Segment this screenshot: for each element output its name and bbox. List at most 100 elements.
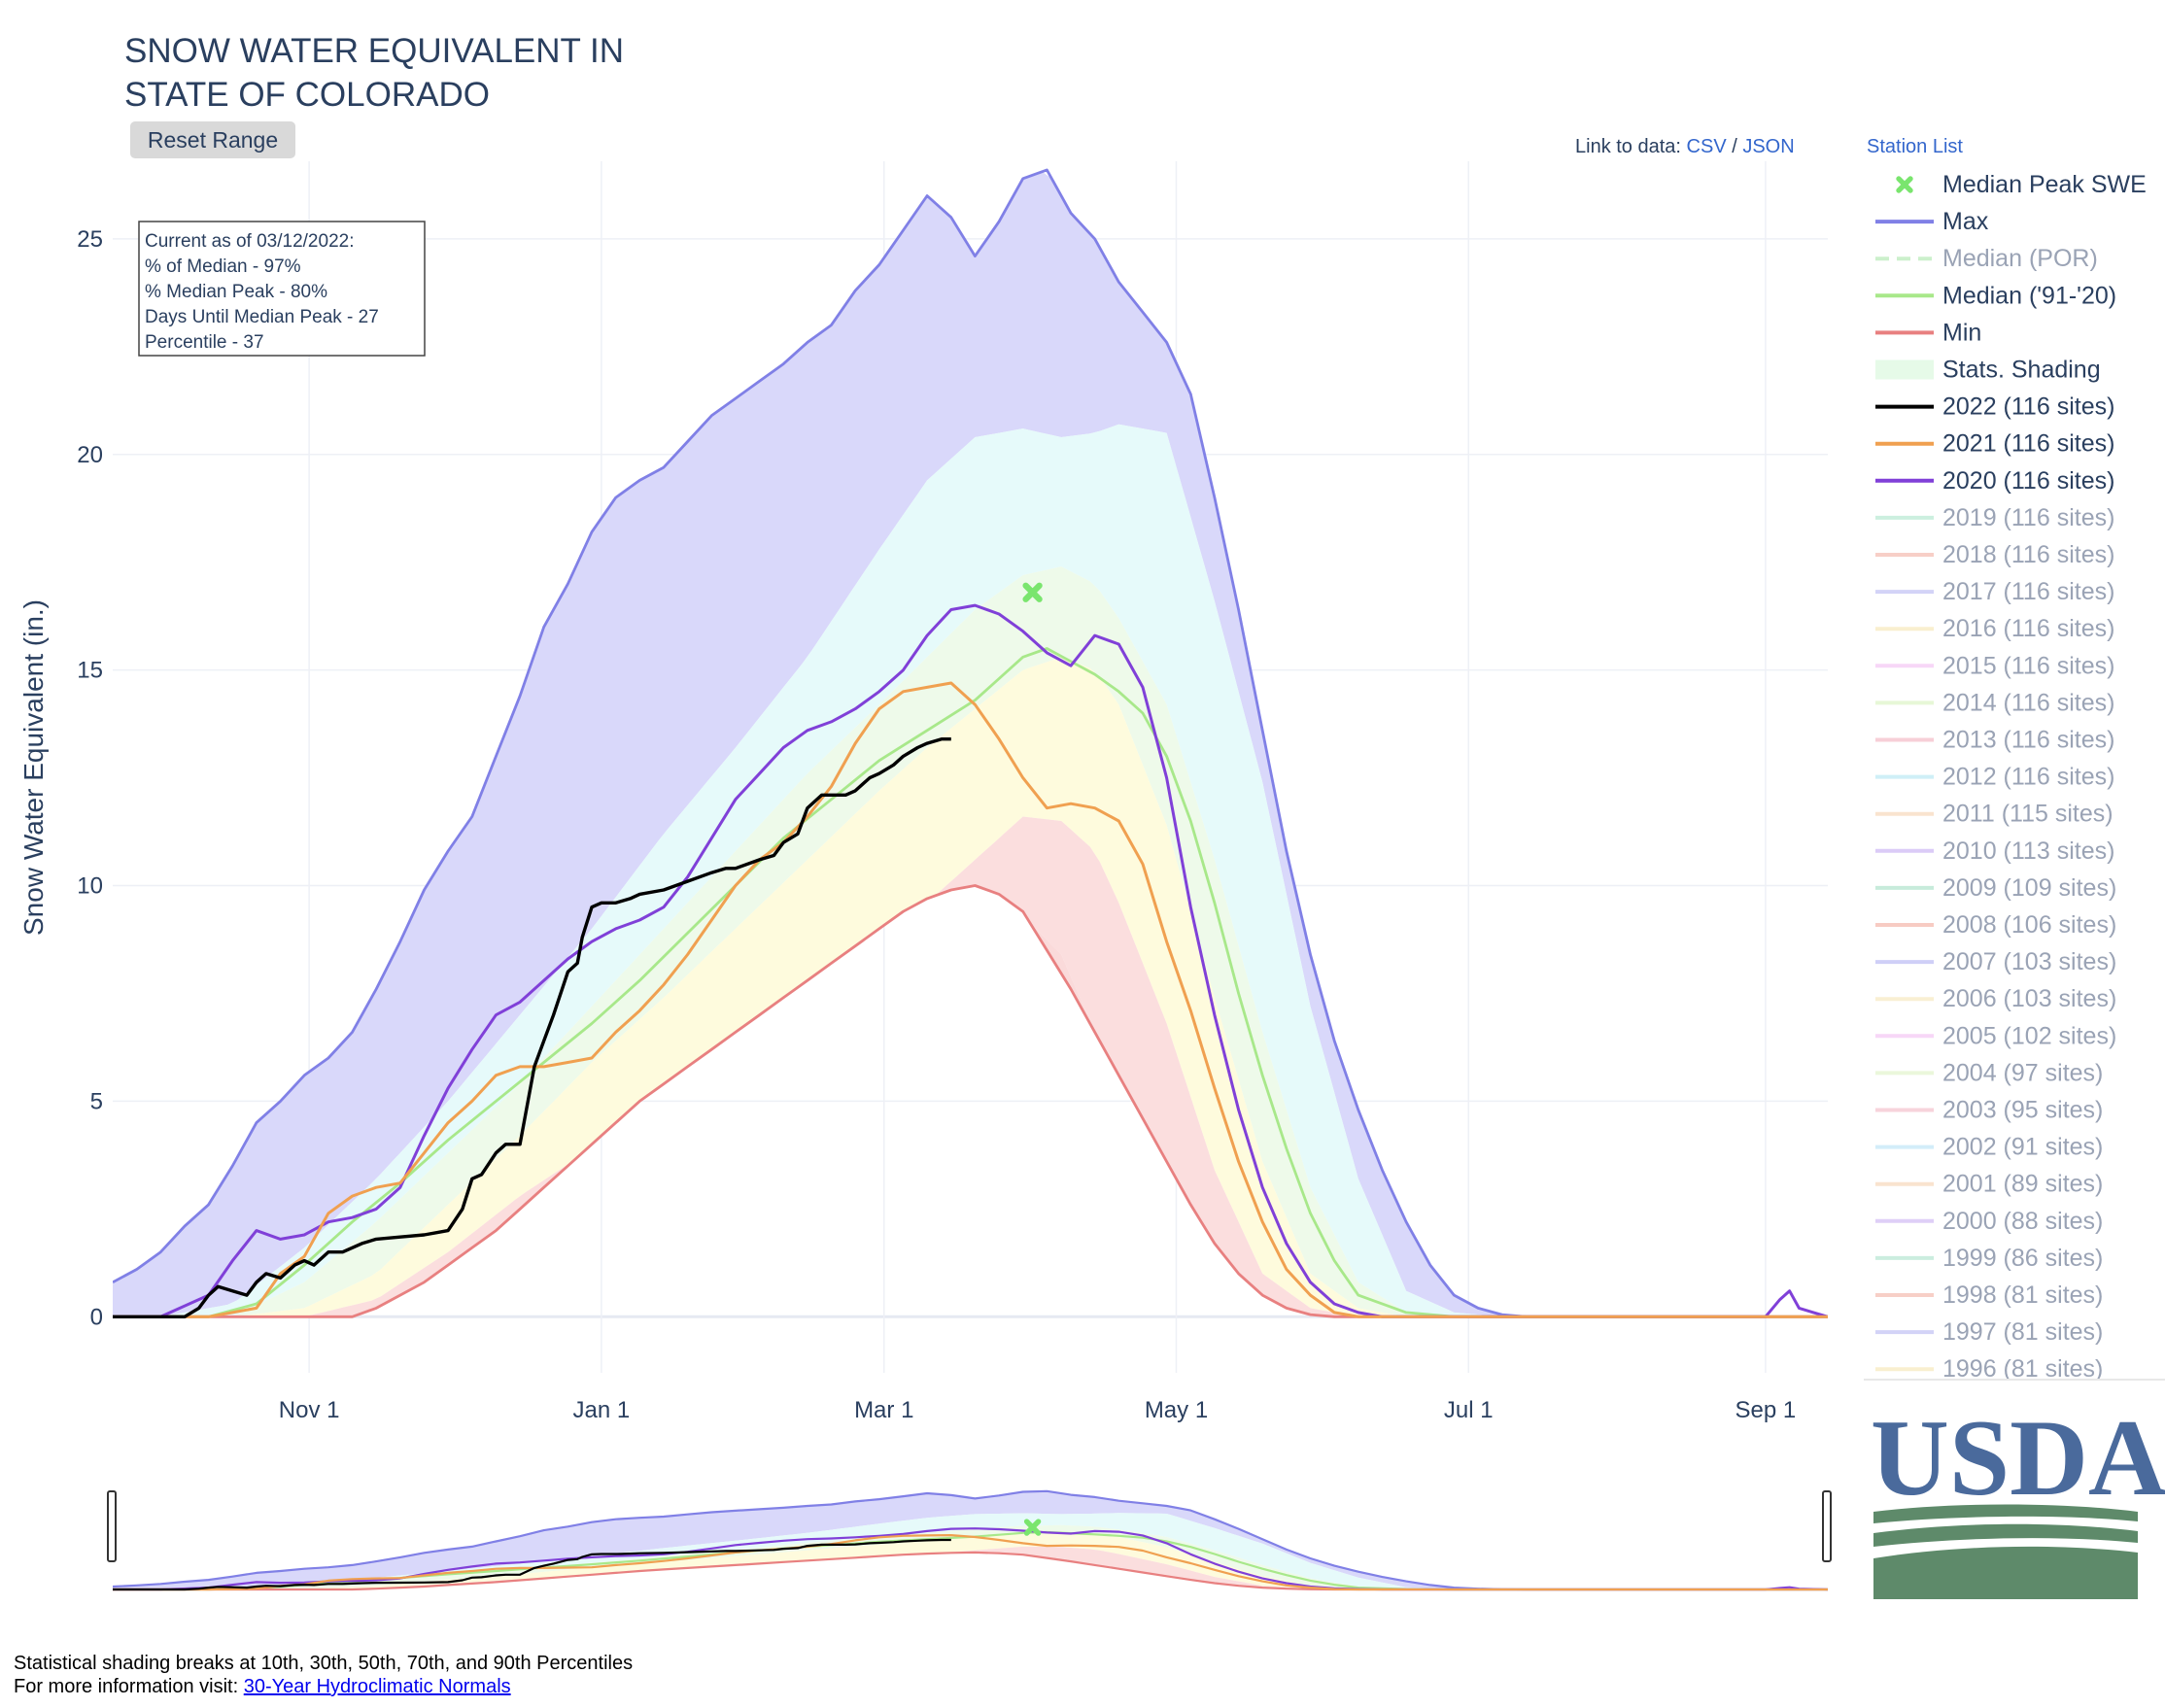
usda-logo-field bbox=[1873, 1546, 2138, 1599]
range-slider-left-handle[interactable] bbox=[107, 1490, 117, 1562]
legend-item[interactable]: Min bbox=[1875, 319, 1981, 346]
y-axis-label: Snow Water Equivalent (in.) bbox=[18, 599, 49, 936]
csv-link[interactable]: CSV bbox=[1687, 136, 1728, 157]
x-tick-label: Mar 1 bbox=[854, 1397, 913, 1423]
legend-label: 2018 (116 sites) bbox=[1942, 541, 2114, 568]
legend-item[interactable]: 2010 (113 sites) bbox=[1875, 837, 2114, 865]
legend-item[interactable]: 2022 (116 sites) bbox=[1875, 393, 2114, 421]
legend-item[interactable]: 2012 (116 sites) bbox=[1875, 764, 2114, 791]
legend-item[interactable]: Median Peak SWE bbox=[1896, 171, 2147, 198]
legend-item[interactable]: 2020 (116 sites) bbox=[1875, 467, 2114, 495]
legend-item[interactable]: 1999 (86 sites) bbox=[1875, 1245, 2103, 1272]
series-2022-116-sites-slider bbox=[113, 1538, 951, 1591]
legend-item[interactable]: 2015 (116 sites) bbox=[1875, 652, 2114, 679]
legend-item[interactable]: 1998 (81 sites) bbox=[1875, 1281, 2103, 1309]
legend-item[interactable]: 2021 (116 sites) bbox=[1875, 430, 2114, 458]
link-separator: / bbox=[1727, 136, 1743, 157]
y-tick-label: 5 bbox=[90, 1088, 103, 1114]
legend-item[interactable]: 2005 (102 sites) bbox=[1875, 1022, 2116, 1049]
legend-item[interactable]: 2004 (97 sites) bbox=[1875, 1059, 2103, 1086]
normals-link[interactable]: 30-Year Hydroclimatic Normals bbox=[244, 1676, 511, 1697]
legend-label: 1996 (81 sites) bbox=[1942, 1355, 2103, 1383]
legend-item[interactable]: 2019 (116 sites) bbox=[1875, 504, 2114, 531]
legend-item[interactable]: 2017 (116 sites) bbox=[1875, 578, 2114, 605]
legend-item[interactable]: 2000 (88 sites) bbox=[1875, 1208, 2103, 1235]
legend-label: Median ('91-'20) bbox=[1942, 282, 2116, 309]
legend-label: Min bbox=[1942, 319, 1981, 346]
series-max bbox=[113, 168, 1828, 1318]
band-30-50-slider bbox=[113, 1532, 1828, 1589]
legend-label: 2002 (91 sites) bbox=[1942, 1134, 2103, 1161]
series-2021-116-sites bbox=[113, 681, 1828, 1318]
legend-item[interactable]: Max bbox=[1875, 208, 1989, 235]
legend-item[interactable]: Median ('91-'20) bbox=[1875, 282, 2116, 309]
y-axis-ticks: 0 5 10 15 20 25 bbox=[77, 226, 103, 1330]
legend-label: 2019 (116 sites) bbox=[1942, 504, 2114, 531]
y-tick-label: 0 bbox=[90, 1304, 103, 1330]
legend-item[interactable]: 2007 (103 sites) bbox=[1875, 948, 2116, 975]
y-tick-label: 20 bbox=[77, 442, 103, 468]
reset-range-button[interactable]: Reset Range bbox=[130, 121, 295, 158]
series-median-91-20 bbox=[113, 647, 1828, 1318]
series-min bbox=[113, 884, 1828, 1318]
x-tick-label: Nov 1 bbox=[279, 1397, 340, 1423]
legend-label: Median (POR) bbox=[1942, 245, 2098, 272]
legend-item[interactable]: 2013 (116 sites) bbox=[1875, 727, 2114, 754]
json-link[interactable]: JSON bbox=[1742, 136, 1794, 157]
legend-item[interactable]: 2001 (89 sites) bbox=[1875, 1171, 2103, 1198]
chart-title-line-1: SNOW WATER EQUIVALENT IN bbox=[124, 32, 624, 70]
median-peak-marker-group bbox=[1022, 582, 1043, 602]
chart-title-line-2: STATE OF COLORADO bbox=[124, 76, 490, 114]
range-slider-lines bbox=[113, 1489, 1828, 1591]
legend-label: 2008 (106 sites) bbox=[1942, 911, 2116, 939]
legend-item[interactable]: 2006 (103 sites) bbox=[1875, 985, 2116, 1012]
series-max-slider bbox=[113, 1489, 1828, 1591]
legend-label: 2005 (102 sites) bbox=[1942, 1022, 2116, 1049]
range-slider-right-handle[interactable] bbox=[1822, 1490, 1832, 1562]
footer-line-2-prefix: For more information visit: bbox=[14, 1676, 244, 1697]
legend-label: 2020 (116 sites) bbox=[1942, 467, 2114, 495]
percentile-shading bbox=[113, 171, 1828, 1317]
band-70-90 bbox=[113, 424, 1828, 1317]
legend-item[interactable]: 1996 (81 sites) bbox=[1875, 1355, 2103, 1383]
legend-label: Max bbox=[1942, 208, 1989, 235]
legend-label: 2014 (116 sites) bbox=[1942, 689, 2114, 716]
legend-item[interactable]: 2002 (91 sites) bbox=[1875, 1134, 2103, 1161]
info-box: Current as of 03/12/2022: % of Median - … bbox=[138, 221, 426, 357]
legend-item[interactable]: 2014 (116 sites) bbox=[1875, 689, 2114, 716]
legend-label: 1998 (81 sites) bbox=[1942, 1281, 2103, 1309]
x-axis-ticks: Nov 1 Jan 1 Mar 1 May 1 Jul 1 Sep 1 bbox=[279, 1397, 1796, 1423]
legend-label: 2022 (116 sites) bbox=[1942, 393, 2114, 421]
info-box-frame bbox=[138, 221, 426, 357]
legend-item[interactable]: 2011 (115 sites) bbox=[1875, 801, 2113, 828]
series-min-slider bbox=[113, 1551, 1828, 1591]
usda-logo-text: USDA bbox=[1871, 1398, 2165, 1519]
legend-label: Stats. Shading bbox=[1942, 357, 2101, 384]
legend-marker-icon bbox=[1896, 176, 1913, 193]
info-line-3: % Median Peak - 80% bbox=[145, 282, 327, 302]
svg-text:Link to data: CSV / JSON: Link to data: CSV / JSON bbox=[1575, 136, 1795, 157]
y-tick-label: 15 bbox=[77, 658, 103, 684]
legend-item[interactable]: 2016 (116 sites) bbox=[1875, 615, 2114, 642]
legend-label: 2006 (103 sites) bbox=[1942, 985, 2116, 1012]
legend-item[interactable]: 2003 (95 sites) bbox=[1875, 1097, 2103, 1124]
legend-symbol-fill bbox=[1875, 359, 1934, 380]
info-line-2: % of Median - 97% bbox=[145, 256, 301, 277]
y-tick-label: 10 bbox=[77, 873, 103, 900]
footer-line-1: Statistical shading breaks at 10th, 30th… bbox=[14, 1653, 633, 1674]
legend-item[interactable]: 2018 (116 sites) bbox=[1875, 541, 2114, 568]
legend-item[interactable]: Stats. Shading bbox=[1875, 357, 2101, 384]
legend-item[interactable]: Median (POR) bbox=[1875, 245, 2098, 272]
legend-item[interactable]: 1997 (81 sites) bbox=[1875, 1318, 2103, 1346]
legend-item[interactable]: 2008 (106 sites) bbox=[1875, 911, 2116, 939]
band-90-max bbox=[113, 171, 1828, 1317]
legend-clip-edge bbox=[1864, 1380, 2165, 1389]
station-list-link[interactable]: Station List bbox=[1867, 136, 1963, 157]
range-slider[interactable] bbox=[107, 1481, 1832, 1593]
legend-label: 2007 (103 sites) bbox=[1942, 948, 2116, 975]
legend-label: 1997 (81 sites) bbox=[1942, 1318, 2103, 1346]
usda-logo-stripe-2 bbox=[1873, 1523, 2138, 1547]
legend-item[interactable]: 2009 (109 sites) bbox=[1875, 874, 2116, 902]
info-line-1: Current as of 03/12/2022: bbox=[145, 231, 354, 252]
